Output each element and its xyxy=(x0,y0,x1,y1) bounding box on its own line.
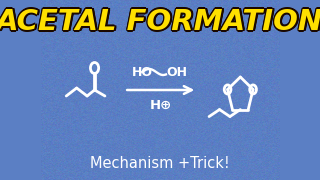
Text: ACETAL FORMATION: ACETAL FORMATION xyxy=(0,7,320,35)
Text: ACETAL FORMATION: ACETAL FORMATION xyxy=(0,7,320,35)
Text: ACETAL FORMATION: ACETAL FORMATION xyxy=(0,7,320,35)
Text: ACETAL FORMATION: ACETAL FORMATION xyxy=(0,9,320,37)
Text: ACETAL FORMATION: ACETAL FORMATION xyxy=(0,10,320,38)
Text: ACETAL FORMATION: ACETAL FORMATION xyxy=(0,9,320,37)
Text: Mechanism +Trick!: Mechanism +Trick! xyxy=(90,156,230,172)
Text: ACETAL FORMATION: ACETAL FORMATION xyxy=(0,8,320,36)
Text: ACETAL FORMATION: ACETAL FORMATION xyxy=(0,8,320,36)
Text: OH: OH xyxy=(167,66,188,78)
Text: ACETAL FORMATION: ACETAL FORMATION xyxy=(0,6,320,34)
Text: ACETAL FORMATION: ACETAL FORMATION xyxy=(0,7,320,35)
Text: ACETAL FORMATION: ACETAL FORMATION xyxy=(0,9,320,37)
Text: H⊕: H⊕ xyxy=(150,98,172,111)
Text: ACETAL FORMATION: ACETAL FORMATION xyxy=(0,8,320,36)
Text: HO: HO xyxy=(132,66,153,78)
Text: ACETAL FORMATION: ACETAL FORMATION xyxy=(0,9,320,37)
